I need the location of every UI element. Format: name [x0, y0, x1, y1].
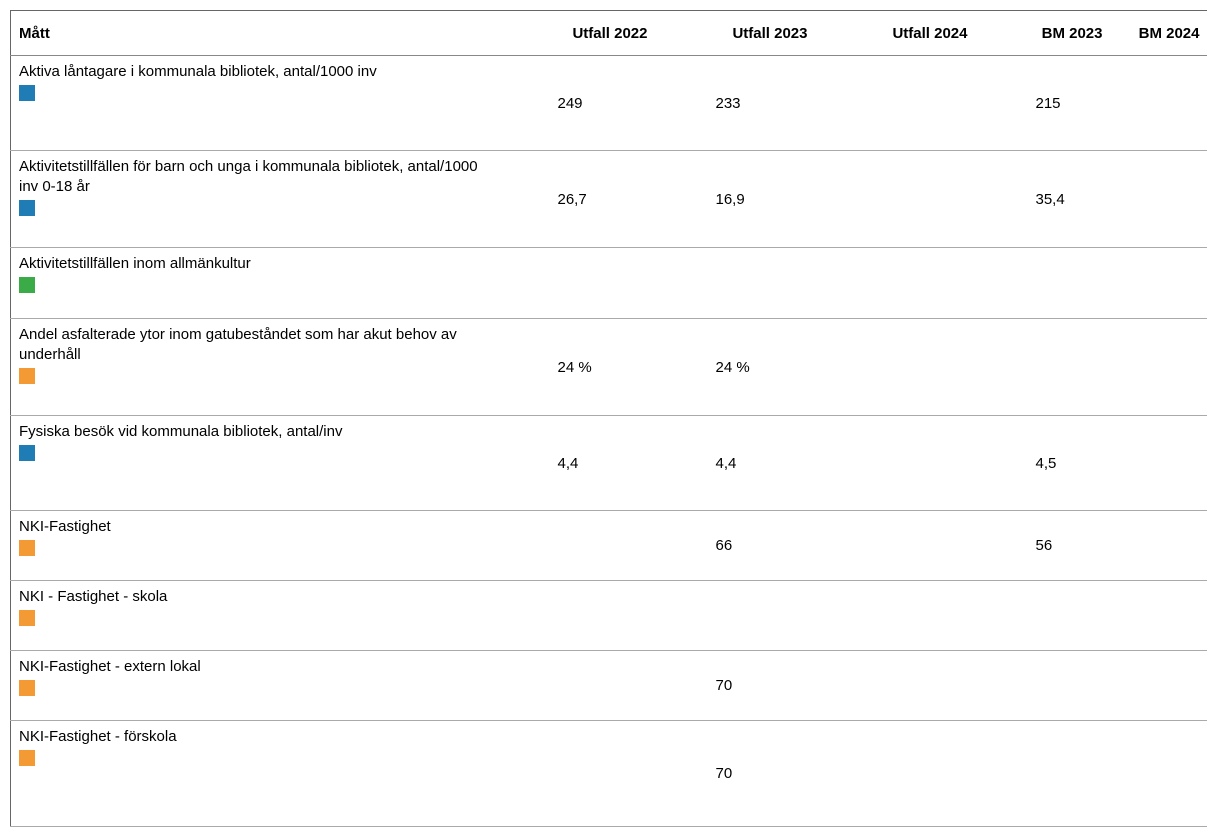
header-row: Mått Utfall 2022 Utfall 2023 Utfall 2024 BM …: [10, 10, 1207, 56]
table-row: NKI-Fastighet 66 56: [10, 510, 1207, 581]
empty-cell: [1110, 650, 1207, 721]
table-row: Aktivitetstillfällen för barn och unga i…: [10, 150, 1207, 248]
metric-label: NKI-Fastighet - extern lokal: [19, 658, 201, 675]
empty-cell: [497, 510, 656, 581]
value-cell: 233: [655, 55, 816, 151]
empty-cell: [1110, 247, 1207, 319]
metric-label: Andel asfalterade ytor inom gatubestånde…: [19, 326, 457, 363]
column-header: Utfall 2023: [655, 10, 816, 56]
empty-cell: [815, 150, 976, 248]
goal-icon: [19, 368, 35, 384]
empty-cell: [975, 318, 1111, 416]
goal-icon: [19, 200, 35, 216]
goal-icon: [19, 680, 35, 696]
metric-cell: NKI - Fastighet - skola: [10, 580, 498, 651]
empty-cell: [1110, 510, 1207, 581]
empty-cell: [815, 247, 976, 319]
empty-cell: [497, 720, 656, 827]
empty-cell: [1110, 55, 1207, 151]
empty-cell: [975, 720, 1111, 827]
metric-cell: Andel asfalterade ytor inom gatubestånde…: [10, 318, 498, 416]
empty-cell: [655, 580, 816, 651]
value-cell: 26,7: [497, 150, 656, 248]
empty-cell: [815, 55, 976, 151]
goal-icon: [19, 85, 35, 101]
value-cell: 249: [497, 55, 656, 151]
table-row: Fysiska besök vid kommunala bibliotek, a…: [10, 415, 1207, 511]
metric-label: Aktivitetstillfällen inom allmänkultur: [19, 255, 251, 272]
value-cell: 4,5: [975, 415, 1111, 511]
column-header: BM 2023: [975, 10, 1111, 56]
table-row: NKI - Fastighet - skola: [10, 580, 1207, 651]
value-cell: 215: [975, 55, 1111, 151]
empty-cell: [497, 247, 656, 319]
metric-label: Aktiva låntagare i kommunala bibliotek, …: [19, 63, 377, 80]
column-header: Utfall 2022: [497, 10, 656, 56]
goal-icon: [19, 445, 35, 461]
empty-cell: [815, 318, 976, 416]
empty-cell: [1110, 415, 1207, 511]
value-cell: 35,4: [975, 150, 1111, 248]
metric-label: NKI-Fastighet: [19, 518, 111, 535]
metric-cell: Fysiska besök vid kommunala bibliotek, a…: [10, 415, 498, 511]
empty-cell: [497, 580, 656, 651]
metric-label: Aktivitetstillfällen för barn och unga i…: [19, 158, 478, 195]
table-row: Aktiva låntagare i kommunala bibliotek, …: [10, 55, 1207, 151]
metric-cell: Aktiva låntagare i kommunala bibliotek, …: [10, 55, 498, 151]
metric-label: Fysiska besök vid kommunala bibliotek, a…: [19, 423, 343, 440]
metric-cell: Aktivitetstillfällen inom allmänkultur: [10, 247, 498, 319]
empty-cell: [975, 247, 1111, 319]
value-cell: 70: [655, 720, 816, 827]
table-row: NKI-Fastighet - förskola 70: [10, 720, 1207, 827]
value-cell: 24 %: [497, 318, 656, 416]
empty-cell: [815, 510, 976, 581]
empty-cell: [1110, 720, 1207, 827]
goal-icon: [19, 610, 35, 626]
value-cell: 70: [655, 650, 816, 721]
value-cell: 16,9: [655, 150, 816, 248]
table-row: NKI-Fastighet - extern lokal 70: [10, 650, 1207, 721]
column-header: Mått: [10, 10, 498, 56]
value-cell: 56: [975, 510, 1111, 581]
value-cell: 4,4: [655, 415, 816, 511]
metric-cell: NKI-Fastighet: [10, 510, 498, 581]
metrics-table: Mått Utfall 2022 Utfall 2023 Utfall 2024 BM …: [10, 10, 1207, 827]
value-cell: 24 %: [655, 318, 816, 416]
empty-cell: [1110, 318, 1207, 416]
value-cell: 66: [655, 510, 816, 581]
goal-icon: [19, 277, 35, 293]
metric-label: NKI - Fastighet - skola: [19, 588, 168, 605]
empty-cell: [655, 247, 816, 319]
metric-cell: Aktivitetstillfällen för barn och unga i…: [10, 150, 498, 248]
metric-label: NKI-Fastighet - förskola: [19, 728, 177, 745]
empty-cell: [815, 650, 976, 721]
empty-cell: [1110, 150, 1207, 248]
table-row: Aktivitetstillfällen inom allmänkultur: [10, 247, 1207, 319]
empty-cell: [815, 720, 976, 827]
empty-cell: [497, 650, 656, 721]
empty-cell: [815, 415, 976, 511]
column-header: BM 2024: [1110, 10, 1207, 56]
goal-icon: [19, 540, 35, 556]
goal-icon: [19, 750, 35, 766]
value-cell: 4,4: [497, 415, 656, 511]
empty-cell: [975, 580, 1111, 651]
column-header: Utfall 2024: [815, 10, 976, 56]
empty-cell: [975, 650, 1111, 721]
empty-cell: [1110, 580, 1207, 651]
metric-cell: NKI-Fastighet - extern lokal: [10, 650, 498, 721]
empty-cell: [815, 580, 976, 651]
metric-cell: NKI-Fastighet - förskola: [10, 720, 498, 827]
table-row: Andel asfalterade ytor inom gatubestånde…: [10, 318, 1207, 416]
